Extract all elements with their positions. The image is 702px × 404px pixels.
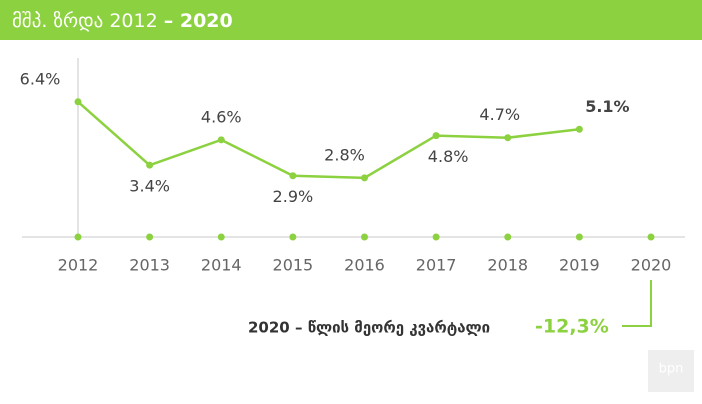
x-tick-label: 2014	[201, 256, 242, 275]
value-label: 4.6%	[201, 107, 242, 126]
base-dot	[289, 233, 297, 241]
value-label: 4.7%	[479, 105, 520, 124]
point	[504, 134, 512, 142]
x-tick-label: 2012	[58, 256, 99, 275]
x-tick-label: 2013	[129, 256, 170, 275]
base-dot	[647, 233, 655, 241]
data-line	[77, 100, 580, 180]
title-text: მშპ. ზრდა 2012	[12, 10, 158, 32]
x-tick-label: 2020	[631, 256, 672, 275]
logo-box	[648, 350, 694, 392]
point	[217, 136, 225, 144]
value-label: 2.8%	[324, 145, 365, 164]
x-tick-label: 2016	[344, 256, 385, 275]
annotation-connector	[622, 280, 652, 327]
annotation-value: -12,3%	[535, 316, 609, 338]
x-tick-label: 2015	[273, 256, 314, 275]
point	[289, 172, 297, 180]
header-bar	[0, 0, 702, 40]
base-dot	[146, 233, 154, 241]
title-emphasis: – 2020	[164, 10, 233, 32]
point	[432, 132, 440, 140]
chart-title: მშპ. ზრდა 2012 – 2020	[12, 10, 233, 32]
value-label: 3.4%	[129, 177, 170, 196]
value-label: 2.9%	[273, 187, 314, 206]
value-label: 4.8%	[428, 147, 469, 166]
base-dot	[575, 233, 583, 241]
value-label: 6.4%	[20, 69, 61, 88]
base-dot	[74, 233, 82, 241]
point	[575, 125, 583, 133]
value-label: 5.1%	[585, 97, 629, 116]
x-tick-label: 2017	[416, 256, 457, 275]
base-dot	[504, 233, 512, 241]
annotation-text: 2020 – წლის მეორე კვარტალი	[248, 319, 490, 337]
point	[361, 174, 368, 182]
point	[74, 98, 82, 106]
logo-text: bpn	[659, 362, 684, 377]
base-dot	[432, 233, 440, 241]
base-dot	[217, 233, 225, 241]
x-tick-label: 2018	[487, 256, 528, 275]
base-dot	[361, 233, 368, 241]
x-tick-label: 2019	[559, 256, 600, 275]
point	[146, 161, 154, 169]
